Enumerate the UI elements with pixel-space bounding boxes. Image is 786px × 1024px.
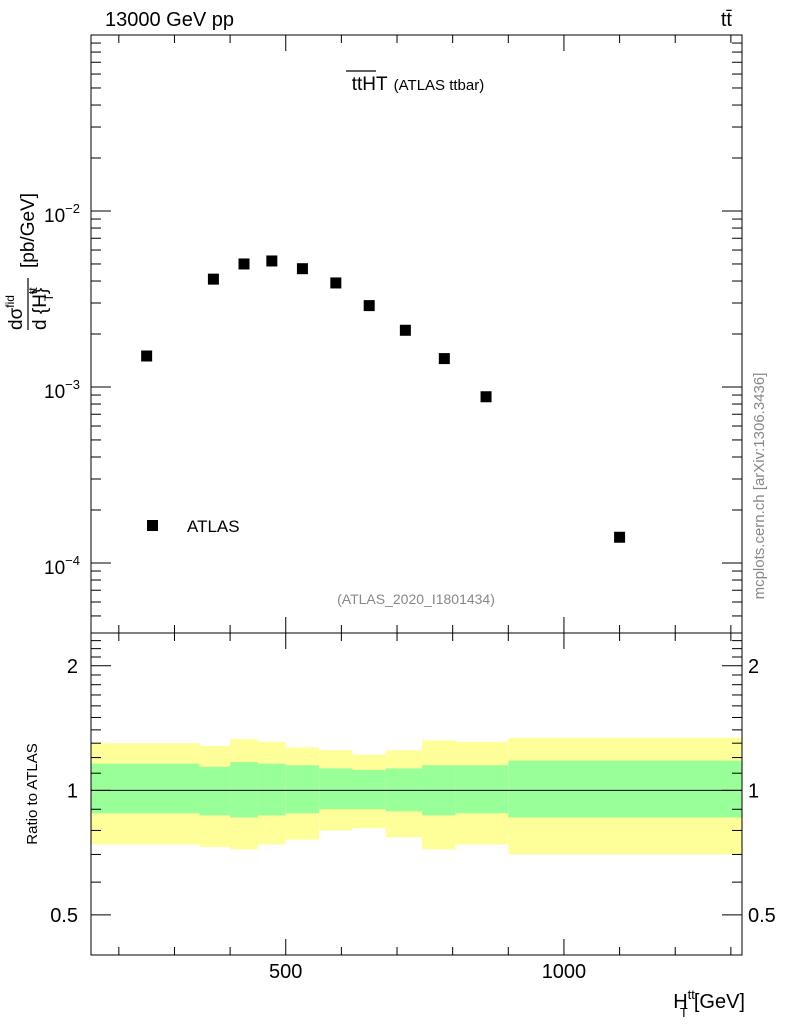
x-axis-label: Htt T [GeV] (673, 987, 745, 1020)
x-label-sub: T (680, 1005, 688, 1020)
x-label-units: [GeV] (694, 991, 745, 1013)
main-panel-frame (90, 34, 743, 634)
inner-band-7 (385, 768, 423, 812)
y-label-denominator-sub: T (42, 293, 56, 301)
x-tick-label-1000: 1000 (542, 961, 587, 983)
y-label-denominator: d {HttT} (26, 287, 56, 330)
process-label: tt̄ (721, 9, 733, 31)
inner-band-1 (199, 766, 231, 816)
inner-band-0 (91, 763, 200, 814)
x-label-base: H (673, 991, 687, 1013)
y-tick-label-top-0.001: 10−3 (44, 377, 80, 403)
data-point-2 (238, 258, 250, 270)
data-point-4 (296, 263, 308, 275)
data-point-5 (330, 277, 342, 289)
y-label-numerator: dσfid (3, 295, 27, 330)
y-axis-label-top: dσfid d {HttT} [pb/GeV] (3, 193, 56, 330)
y-tick-label-top-0.0001: 10−4 (44, 553, 80, 579)
energy-label: 13000 GeV pp (105, 9, 234, 31)
inner-band-6 (352, 769, 386, 810)
y-tick-label-bot-left-1: 1 (67, 780, 78, 802)
y-label-denominator-close: } (30, 288, 51, 294)
data-point-0 (141, 350, 153, 362)
y-label-numerator-sup: fid (3, 295, 17, 308)
y-tick-label-bot-right-0.5: 0.5 (748, 905, 776, 927)
y-tick-label-bot-left-0.5: 0.5 (50, 905, 78, 927)
inner-band-3 (257, 763, 286, 816)
y-axis-label-bottom: Ratio to ATLAS (24, 743, 41, 844)
y-label-denominator-sup: tt (26, 287, 40, 294)
tick-labels: 500 1000 10−2 10−3 10−4 0.5 0.5 1 1 2 2 (44, 201, 776, 983)
data-point-6 (363, 300, 375, 312)
ratio-bands (91, 737, 742, 855)
data-point-3 (266, 255, 278, 267)
side-credit: mcplots.cern.ch [arXiv:1306.3436] (751, 373, 768, 600)
plot-title: ttHT (ATLAS ttbar) (352, 74, 484, 95)
inner-band-2 (230, 762, 258, 818)
ratio-panel-frame (90, 632, 743, 956)
y-tick-label-bot-right-1: 1 (748, 780, 759, 802)
y-tick-label-bot-right-2: 2 (748, 656, 759, 678)
y-label-numerator-text: dσ (6, 307, 27, 330)
inner-band-5 (319, 768, 353, 810)
y-tick-label-bot-left-2: 2 (67, 656, 78, 678)
x-label-sup: tt (688, 987, 696, 1002)
data-point-7 (399, 324, 411, 336)
data-point-10 (614, 531, 626, 543)
y-tick-label-top-0.01: 10−2 (44, 201, 80, 227)
legend-label-atlas: ATLAS (187, 517, 240, 536)
data-point-8 (438, 353, 450, 365)
analysis-id: (ATLAS_2020_I1801434) (337, 591, 495, 607)
plot-title-sub: (ATLAS ttbar) (394, 77, 485, 94)
axis-ticks (91, 34, 742, 955)
x-tick-label-500: 500 (269, 961, 302, 983)
plot-title-main: ttHT (352, 74, 388, 95)
data-point-9 (480, 391, 492, 403)
y-label-denominator-text: d {H (30, 294, 51, 330)
y-label-units: [pb/GeV] (18, 193, 39, 268)
inner-band-4 (285, 765, 320, 814)
legend-marker-atlas (147, 520, 158, 531)
inner-band-10 (508, 760, 742, 818)
inner-band-9 (455, 765, 509, 814)
data-markers (141, 255, 626, 543)
data-point-1 (207, 273, 219, 285)
